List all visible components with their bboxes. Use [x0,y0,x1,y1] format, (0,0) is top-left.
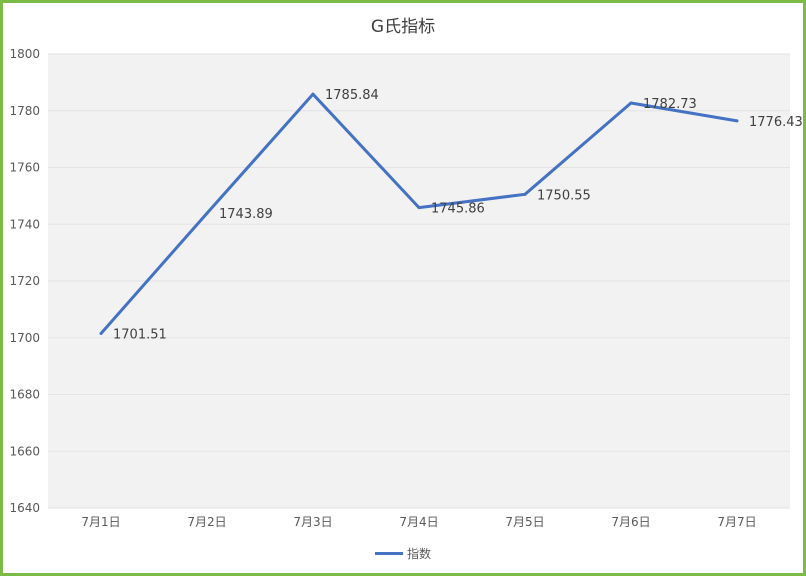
data-label: 1701.51 [113,327,167,342]
x-tick-label: 7月4日 [399,515,438,529]
legend: 指数 [0,545,806,562]
data-point [735,119,739,123]
x-tick-label: 7月3日 [293,515,332,529]
data-point [205,211,209,215]
data-label: 1750.55 [537,188,591,203]
x-tick-label: 7月2日 [187,515,226,529]
data-point [417,206,421,210]
data-labels: 1701.51 1743.89 1785.84 1745.86 1750.55 1782.… [113,88,803,342]
y-tick-label: 1640 [9,501,40,515]
gridlines [48,53,790,509]
legend-swatch [374,552,403,555]
x-tick-label: 7月7日 [717,515,756,529]
y-tick-label: 1740 [9,217,40,231]
x-axis-ticks: 7月1日 7月2日 7月3日 7月4日 7月5日 7月6日 7月7日 [81,515,756,529]
data-point [311,92,315,96]
y-axis-ticks: 1640 1660 1680 1700 1720 1740 1760 1780 1800 [9,47,40,515]
y-tick-label: 1800 [9,47,40,61]
chart-title: G氏指标 [370,17,436,37]
y-tick-label: 1780 [9,104,40,118]
data-label: 1782.73 [643,97,697,112]
x-tick-label: 7月6日 [611,515,650,529]
y-tick-label: 1700 [9,331,40,345]
data-point [629,101,633,105]
data-point [523,192,527,196]
x-tick-label: 7月5日 [505,515,544,529]
legend-label: 指数 [406,547,431,561]
series-group [99,92,739,335]
x-tick-label: 7月1日 [81,515,120,529]
data-point [99,331,103,335]
data-label: 1776.43 [749,115,803,130]
y-tick-label: 1680 [9,388,40,402]
y-tick-label: 1720 [9,274,40,288]
data-label: 1743.89 [219,207,273,222]
data-label: 1785.84 [325,88,379,103]
y-tick-label: 1660 [9,444,40,458]
data-label: 1745.86 [431,202,485,217]
y-tick-label: 1760 [9,161,40,175]
